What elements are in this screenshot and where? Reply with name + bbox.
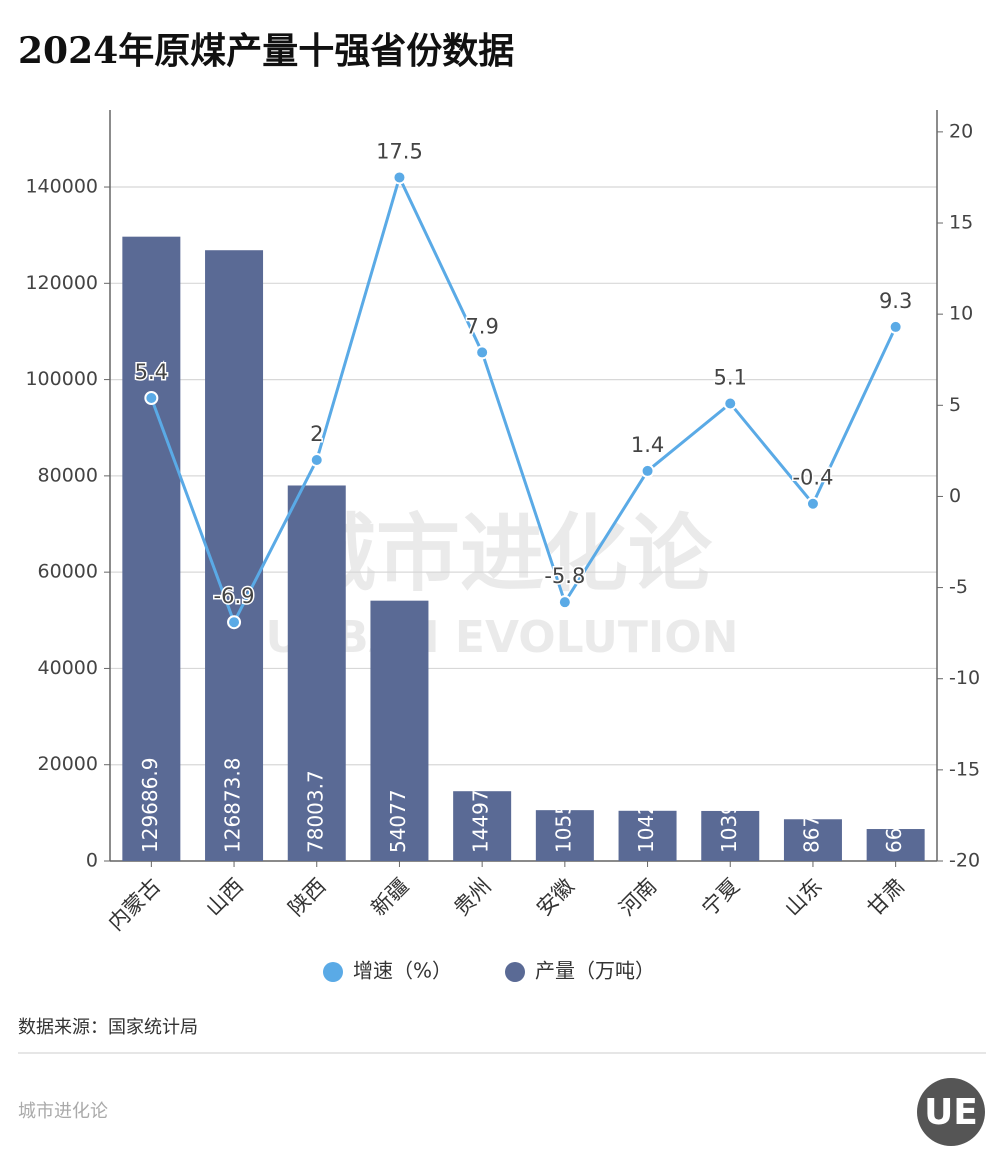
x-tick-label: 山西 bbox=[201, 874, 248, 921]
y2-tick-label: 15 bbox=[949, 212, 973, 234]
bar bbox=[783, 819, 842, 861]
y-tick-label: 40000 bbox=[38, 657, 98, 679]
y2-tick-label: -10 bbox=[949, 667, 980, 689]
source: 数据来源：国家统计局 bbox=[18, 1017, 198, 1038]
line-point bbox=[392, 170, 407, 185]
line-value-label: -0.4 bbox=[792, 466, 833, 490]
bar bbox=[701, 810, 760, 861]
bar-value-label: 10429 bbox=[634, 789, 658, 853]
x-tick-label: 河南 bbox=[615, 874, 662, 921]
legend-marker bbox=[323, 962, 343, 982]
line-point bbox=[723, 396, 738, 411]
y2-tick-label: 10 bbox=[949, 303, 973, 325]
bar bbox=[370, 600, 429, 861]
y2-tick-label: 20 bbox=[949, 120, 973, 142]
bar-value-label: 126873.8 bbox=[221, 758, 245, 853]
y-tick-label: 0 bbox=[86, 850, 98, 872]
chart-title: 2024年原煤产量十强省份数据 bbox=[18, 30, 514, 72]
x-tick-label: 贵州 bbox=[449, 874, 496, 921]
logo: UE bbox=[924, 1092, 978, 1133]
bar-value-label: 54077 bbox=[386, 789, 410, 853]
legend-label: 产量（万吨） bbox=[535, 959, 655, 983]
watermark: 城市进化论 bbox=[292, 505, 713, 603]
bar bbox=[122, 236, 181, 862]
line-value-label: -5.8 bbox=[544, 564, 585, 588]
bar-value-label: 14497 bbox=[469, 789, 493, 853]
line-value-label: 5.1 bbox=[714, 365, 747, 389]
bar-value-label: 10559.6 bbox=[551, 770, 575, 853]
bar bbox=[866, 829, 925, 861]
line-point bbox=[557, 595, 572, 610]
legend-label: 增速（%） bbox=[353, 959, 452, 983]
y2-tick-label: -20 bbox=[949, 850, 980, 872]
y-tick-label: 80000 bbox=[38, 464, 98, 486]
logo-badge bbox=[917, 1078, 985, 1146]
line-point bbox=[475, 345, 490, 360]
line-value-label: -6.9 bbox=[214, 584, 255, 608]
line-value-label: 17.5 bbox=[376, 139, 423, 163]
line-point bbox=[309, 452, 324, 467]
line-value-label: 5.4 bbox=[135, 360, 168, 384]
y-tick-label: 100000 bbox=[25, 368, 98, 390]
y-tick-label: 20000 bbox=[38, 753, 98, 775]
bar-value-label: 78003.7 bbox=[303, 770, 327, 853]
y-tick-label: 60000 bbox=[38, 561, 98, 583]
legend-marker bbox=[505, 962, 525, 982]
y-tick-label: 140000 bbox=[25, 176, 98, 198]
footer: 城市进化论 bbox=[18, 1101, 108, 1122]
y2-tick-label: -5 bbox=[949, 576, 968, 598]
bar bbox=[535, 810, 594, 861]
y2-tick-label: 5 bbox=[949, 394, 961, 416]
line-value-label: 1.4 bbox=[631, 433, 664, 457]
bar-value-label: 6640.8 bbox=[882, 783, 906, 853]
y-tick-label: 120000 bbox=[25, 272, 98, 294]
bar bbox=[205, 250, 264, 862]
line-point bbox=[227, 615, 242, 630]
y2-tick-label: 0 bbox=[949, 485, 961, 507]
y2-tick-label: -15 bbox=[949, 758, 980, 780]
x-tick-label: 甘肃 bbox=[863, 874, 910, 921]
x-tick-label: 内蒙古 bbox=[104, 874, 166, 936]
bar bbox=[618, 810, 677, 861]
line bbox=[149, 173, 898, 626]
bar-value-label: 10395.6 bbox=[717, 770, 741, 853]
plot: 0 20000 40000 60000 80000 100000 120000 140000 -… bbox=[25, 110, 980, 983]
line-value-label: 9.3 bbox=[879, 289, 912, 313]
x-tick-label: 安徽 bbox=[532, 874, 579, 921]
x-tick-label: 山东 bbox=[780, 874, 827, 921]
line-point bbox=[888, 319, 903, 334]
bar-value-label: 129686.9 bbox=[138, 758, 162, 853]
line-point bbox=[805, 496, 820, 511]
x-tick-label: 宁夏 bbox=[697, 874, 744, 921]
line-value-label: 2 bbox=[310, 422, 323, 446]
x-tick-label: 陕西 bbox=[284, 874, 331, 921]
bar bbox=[453, 791, 512, 861]
line-point bbox=[144, 391, 159, 406]
x-tick-label: 新疆 bbox=[367, 874, 414, 921]
bar bbox=[287, 485, 346, 861]
line-value-label: 7.9 bbox=[465, 314, 498, 338]
bar-value-label: 8670.2 bbox=[799, 783, 823, 853]
line-point bbox=[640, 463, 655, 478]
